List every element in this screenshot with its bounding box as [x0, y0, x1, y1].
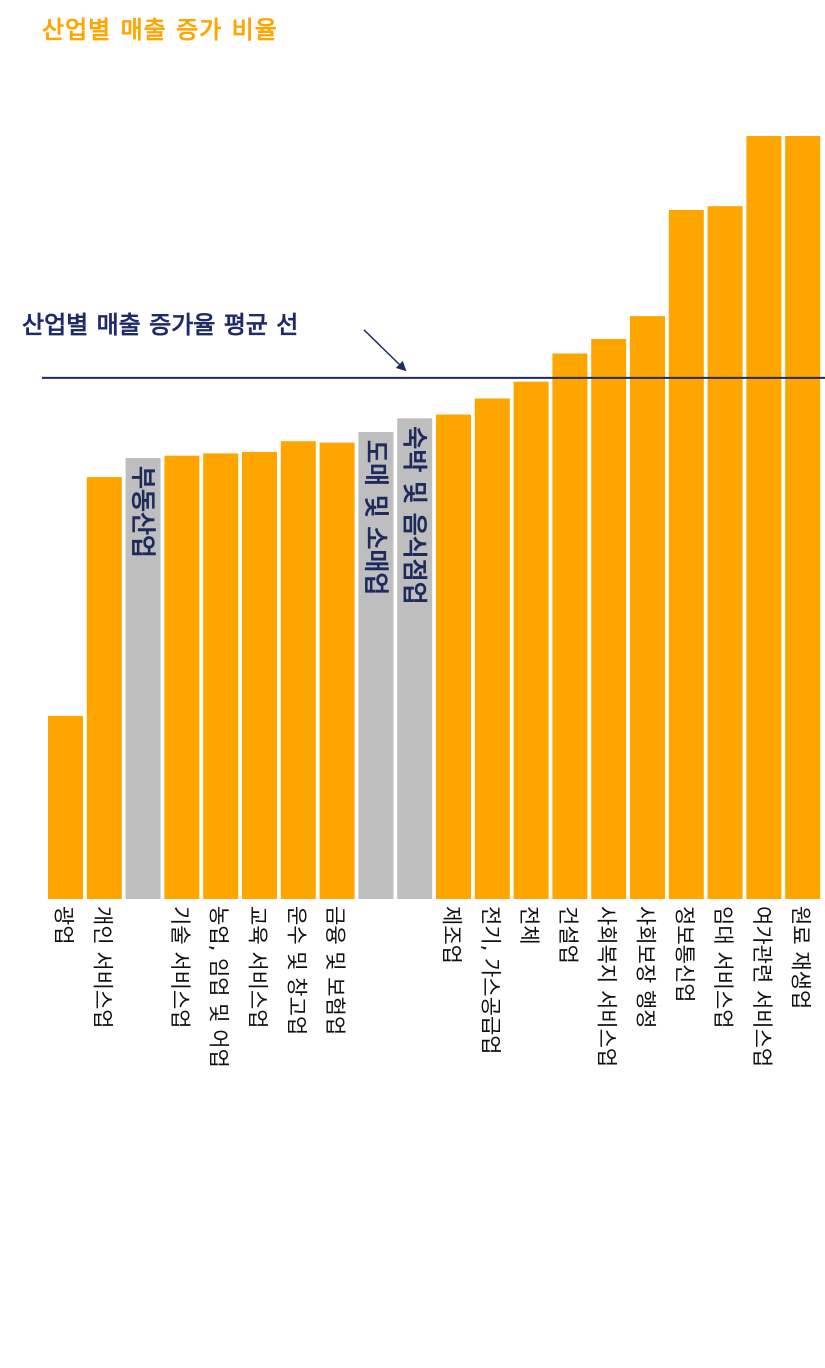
x-tick-label: 사회복지 서비스업: [595, 906, 619, 1067]
x-tick-label: 건설업: [556, 906, 580, 964]
bar-교육-서비스업: [242, 451, 277, 899]
x-tick-label: 농업, 임업 및 어업: [207, 906, 231, 1068]
x-tick-label: 기술 서비스업: [168, 906, 192, 1029]
x-tick-label: 운수 및 창고업: [284, 906, 308, 1035]
in-bar-label-숙박-및-음식점업: 숙박 및 음식점업: [400, 426, 429, 604]
x-tick-label: 교육 서비스업: [246, 906, 270, 1029]
x-tick-label: 금융 및 보험업: [323, 906, 347, 1035]
bar-전체: [513, 381, 549, 899]
x-tick-label: 사회보장 행정: [634, 906, 658, 1029]
bar-금융-및-보험업: [319, 442, 355, 899]
in-bar-labels-layer: 부동산업 도매 및 소매업 숙박 및 음식점업: [129, 426, 430, 604]
bar-전기-가스공급업: [474, 398, 510, 899]
bar-광업: [48, 715, 83, 899]
bar-임대-서비스업: [707, 206, 743, 899]
bar-여가관련-서비스업: [746, 136, 782, 899]
bar-운수-및-창고업: [280, 441, 316, 899]
average-line-layer: 산업별 매출 증가율 평균 선: [22, 311, 825, 379]
bar-개인-서비스업: [86, 477, 122, 899]
average-line-label: 산업별 매출 증가율 평균 선: [22, 311, 298, 339]
average-line-arrow: [363, 329, 407, 372]
x-tick-label: 전체: [517, 906, 541, 945]
x-tick-label: 광업: [52, 906, 76, 945]
x-tick-label: 전기, 가스공급업: [478, 906, 502, 1055]
bar-도매-및-소매업: [358, 432, 394, 899]
x-tick-label: 정보통신업: [672, 906, 696, 1003]
bar-제조업: [436, 414, 471, 899]
chart-title: 산업별 매출 증가 비율: [42, 16, 278, 44]
bars-layer: [48, 136, 821, 900]
in-bar-label-도매-및-소매업: 도매 및 소매업: [361, 440, 390, 595]
x-tick-label: 임대 서비스업: [711, 906, 735, 1029]
x-tick-label: 개인 서비스업: [90, 906, 114, 1029]
bar-농업-임업-및-어업: [203, 453, 239, 899]
x-tick-labels-layer: 광업 개인 서비스업 기술 서비스업 농업, 임업 및 어업 교육 서비스업 운수 및 창…: [52, 906, 813, 1068]
x-tick-label: 원료 재생업: [789, 906, 813, 1009]
bar-기술-서비스업: [164, 455, 200, 899]
bar-부동산업: [125, 458, 161, 899]
bar-사회복지-서비스업: [591, 339, 627, 899]
x-tick-label: 제조업: [440, 906, 464, 964]
in-bar-label-부동산업: 부동산업: [129, 466, 158, 558]
bar-정보통신업: [668, 210, 704, 899]
bar-원료-재생업: [785, 136, 821, 899]
bar-숙박-및-음식점업: [397, 418, 433, 899]
bar-사회보장-행정: [630, 316, 665, 900]
x-tick-label: 여가관련 서비스업: [750, 906, 774, 1067]
bar-건설업: [552, 353, 588, 899]
